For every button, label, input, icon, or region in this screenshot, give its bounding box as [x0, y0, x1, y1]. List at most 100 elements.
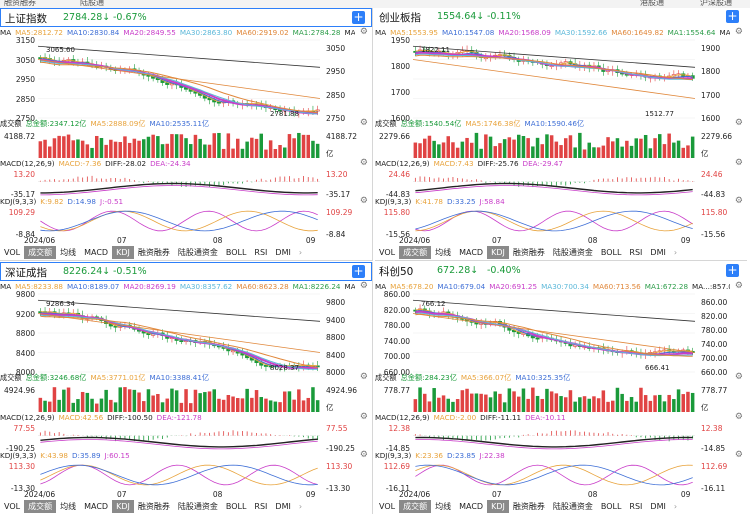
volume-bar: [268, 400, 273, 412]
chevron-right-icon[interactable]: ›: [298, 248, 303, 257]
settings-gear-icon[interactable]: ⚙: [359, 281, 368, 291]
indicator-tab[interactable]: VOL: [4, 502, 21, 511]
indicator-tab[interactable]: RSI: [629, 248, 643, 257]
indicator-tab[interactable]: 成交额: [399, 246, 432, 259]
indicator-tab[interactable]: KDJ: [487, 246, 509, 259]
ma-legend-item: MA5:2812.72: [15, 28, 63, 37]
indicator-tab[interactable]: KDJ: [112, 500, 134, 513]
indicator-tab[interactable]: 融资融券: [512, 502, 545, 511]
top-item[interactable]: 陆股通: [80, 0, 104, 7]
indicator-tab[interactable]: BOLL: [225, 248, 247, 257]
settings-gear-icon[interactable]: ⚙: [734, 281, 743, 291]
top-item[interactable]: 融资融券: [4, 0, 36, 7]
indicator-tab[interactable]: MACD: [459, 248, 484, 257]
settings-gear-icon[interactable]: ⚙: [359, 158, 368, 168]
settings-gear-icon[interactable]: ⚙: [359, 118, 368, 128]
settings-gear-icon[interactable]: ⚙: [359, 412, 368, 422]
kdj-axis-bottom-right: -15.56: [701, 230, 726, 239]
panel-header[interactable]: 科创50 672.28↓ -0.40% +: [375, 262, 745, 279]
volume-bar: [643, 395, 648, 412]
long-ma-line: [37, 59, 321, 99]
panel-header[interactable]: 深证成指 8226.24↓ -0.51% +: [0, 262, 372, 281]
settings-gear-icon[interactable]: ⚙: [359, 450, 368, 460]
add-icon[interactable]: +: [726, 9, 739, 23]
settings-gear-icon[interactable]: ⚙: [734, 450, 743, 460]
kline-chart[interactable]: [375, 262, 745, 500]
indicator-tab[interactable]: DMI: [650, 248, 666, 257]
kdj-legend-item: K:43.98: [40, 451, 68, 460]
top-item[interactable]: 港股通: [640, 0, 664, 7]
indicator-tab[interactable]: BOLL: [600, 248, 622, 257]
indicator-tab[interactable]: MACD: [84, 502, 109, 511]
indicator-tab[interactable]: 成交额: [24, 246, 57, 259]
chevron-right-icon[interactable]: ›: [673, 248, 678, 257]
indicator-tab[interactable]: KDJ: [487, 500, 509, 513]
indicator-tab[interactable]: DMI: [650, 502, 666, 511]
indicator-tab[interactable]: BOLL: [600, 502, 622, 511]
settings-gear-icon[interactable]: ⚙: [734, 118, 743, 128]
indicator-tab[interactable]: 陆股通资金: [177, 248, 218, 257]
add-icon[interactable]: +: [726, 263, 739, 277]
kline-chart[interactable]: [375, 8, 745, 246]
settings-gear-icon[interactable]: ⚙: [359, 196, 368, 206]
ma-legend-item: MA1:672.28: [644, 282, 689, 291]
indicator-tab[interactable]: MACD: [459, 502, 484, 511]
add-icon[interactable]: +: [352, 10, 365, 24]
indicator-tab[interactable]: RSI: [254, 248, 268, 257]
indicator-tab[interactable]: KDJ: [112, 246, 134, 259]
panel-header[interactable]: 上证指数 2784.28↓ -0.67% +: [0, 8, 372, 27]
indicator-tab[interactable]: 均线: [435, 502, 452, 511]
index-title[interactable]: 科创50: [379, 266, 414, 278]
settings-gear-icon[interactable]: ⚙: [734, 27, 743, 37]
settings-gear-icon[interactable]: ⚙: [734, 158, 743, 168]
kdj-line: [40, 210, 318, 232]
settings-gear-icon[interactable]: ⚙: [734, 372, 743, 382]
high-annotation: 9286.34: [46, 300, 75, 308]
chevron-right-icon[interactable]: ›: [673, 502, 678, 511]
indicator-tab[interactable]: 陆股通资金: [552, 502, 593, 511]
settings-gear-icon[interactable]: ⚙: [734, 196, 743, 206]
indicator-tab[interactable]: RSI: [254, 502, 268, 511]
indicator-tab[interactable]: MACD: [84, 248, 109, 257]
volume-bar: [113, 402, 118, 412]
indicator-tab[interactable]: DMI: [275, 248, 291, 257]
settings-gear-icon[interactable]: ⚙: [734, 412, 743, 422]
indicator-tab[interactable]: 融资融券: [137, 502, 170, 511]
kline-chart[interactable]: [0, 262, 370, 500]
indicator-tab[interactable]: VOL: [4, 248, 21, 257]
settings-gear-icon[interactable]: ⚙: [359, 27, 368, 37]
chevron-right-icon[interactable]: ›: [298, 502, 303, 511]
indicator-tab[interactable]: BOLL: [225, 502, 247, 511]
add-icon[interactable]: +: [352, 264, 365, 278]
volume-legend: 成交额 总金额:2347.12亿 MA5:2888.09亿 MA10:2535.11亿: [0, 119, 355, 130]
indicator-tab[interactable]: 成交额: [399, 500, 432, 513]
indicator-tab[interactable]: 陆股通资金: [552, 248, 593, 257]
indicator-tab[interactable]: RSI: [629, 502, 643, 511]
kline-chart[interactable]: [0, 8, 370, 246]
volume-legend-item: 成交额: [375, 119, 397, 128]
indicator-tab[interactable]: 融资融券: [512, 248, 545, 257]
indicator-tab[interactable]: VOL: [379, 502, 396, 511]
indicator-tab[interactable]: 成交额: [24, 500, 57, 513]
price-axis-label-left: 9200: [15, 309, 35, 319]
indicator-tab[interactable]: VOL: [379, 248, 396, 257]
panel-header[interactable]: 创业板指 1554.64↓ -0.11% +: [375, 8, 745, 25]
price-axis-label-left: 700.00: [383, 352, 410, 362]
volume-bar: [681, 147, 685, 158]
indicator-tab[interactable]: 陆股通资金: [177, 502, 218, 511]
macd-legend: MACD(12,26,9) MACD:-7.36 DIFF:-28.02 DEA:-2…: [0, 159, 355, 170]
indicator-tab[interactable]: 均线: [435, 248, 452, 257]
index-title[interactable]: 深证成指: [5, 267, 47, 279]
volume-bar: [517, 134, 521, 158]
volume-bar: [582, 149, 587, 158]
index-title[interactable]: 创业板指: [379, 12, 421, 24]
indicator-tab[interactable]: DMI: [275, 502, 291, 511]
indicator-tab[interactable]: 均线: [60, 502, 77, 511]
indicator-tab[interactable]: 融资融券: [137, 248, 170, 257]
settings-gear-icon[interactable]: ⚙: [359, 372, 368, 382]
ma-legend-item: MA5:678.20: [390, 282, 434, 291]
index-title[interactable]: 上证指数: [5, 13, 47, 25]
indicator-tab[interactable]: 均线: [60, 248, 77, 257]
top-item[interactable]: 沪深股通: [700, 0, 732, 7]
volume-bar: [104, 144, 108, 158]
